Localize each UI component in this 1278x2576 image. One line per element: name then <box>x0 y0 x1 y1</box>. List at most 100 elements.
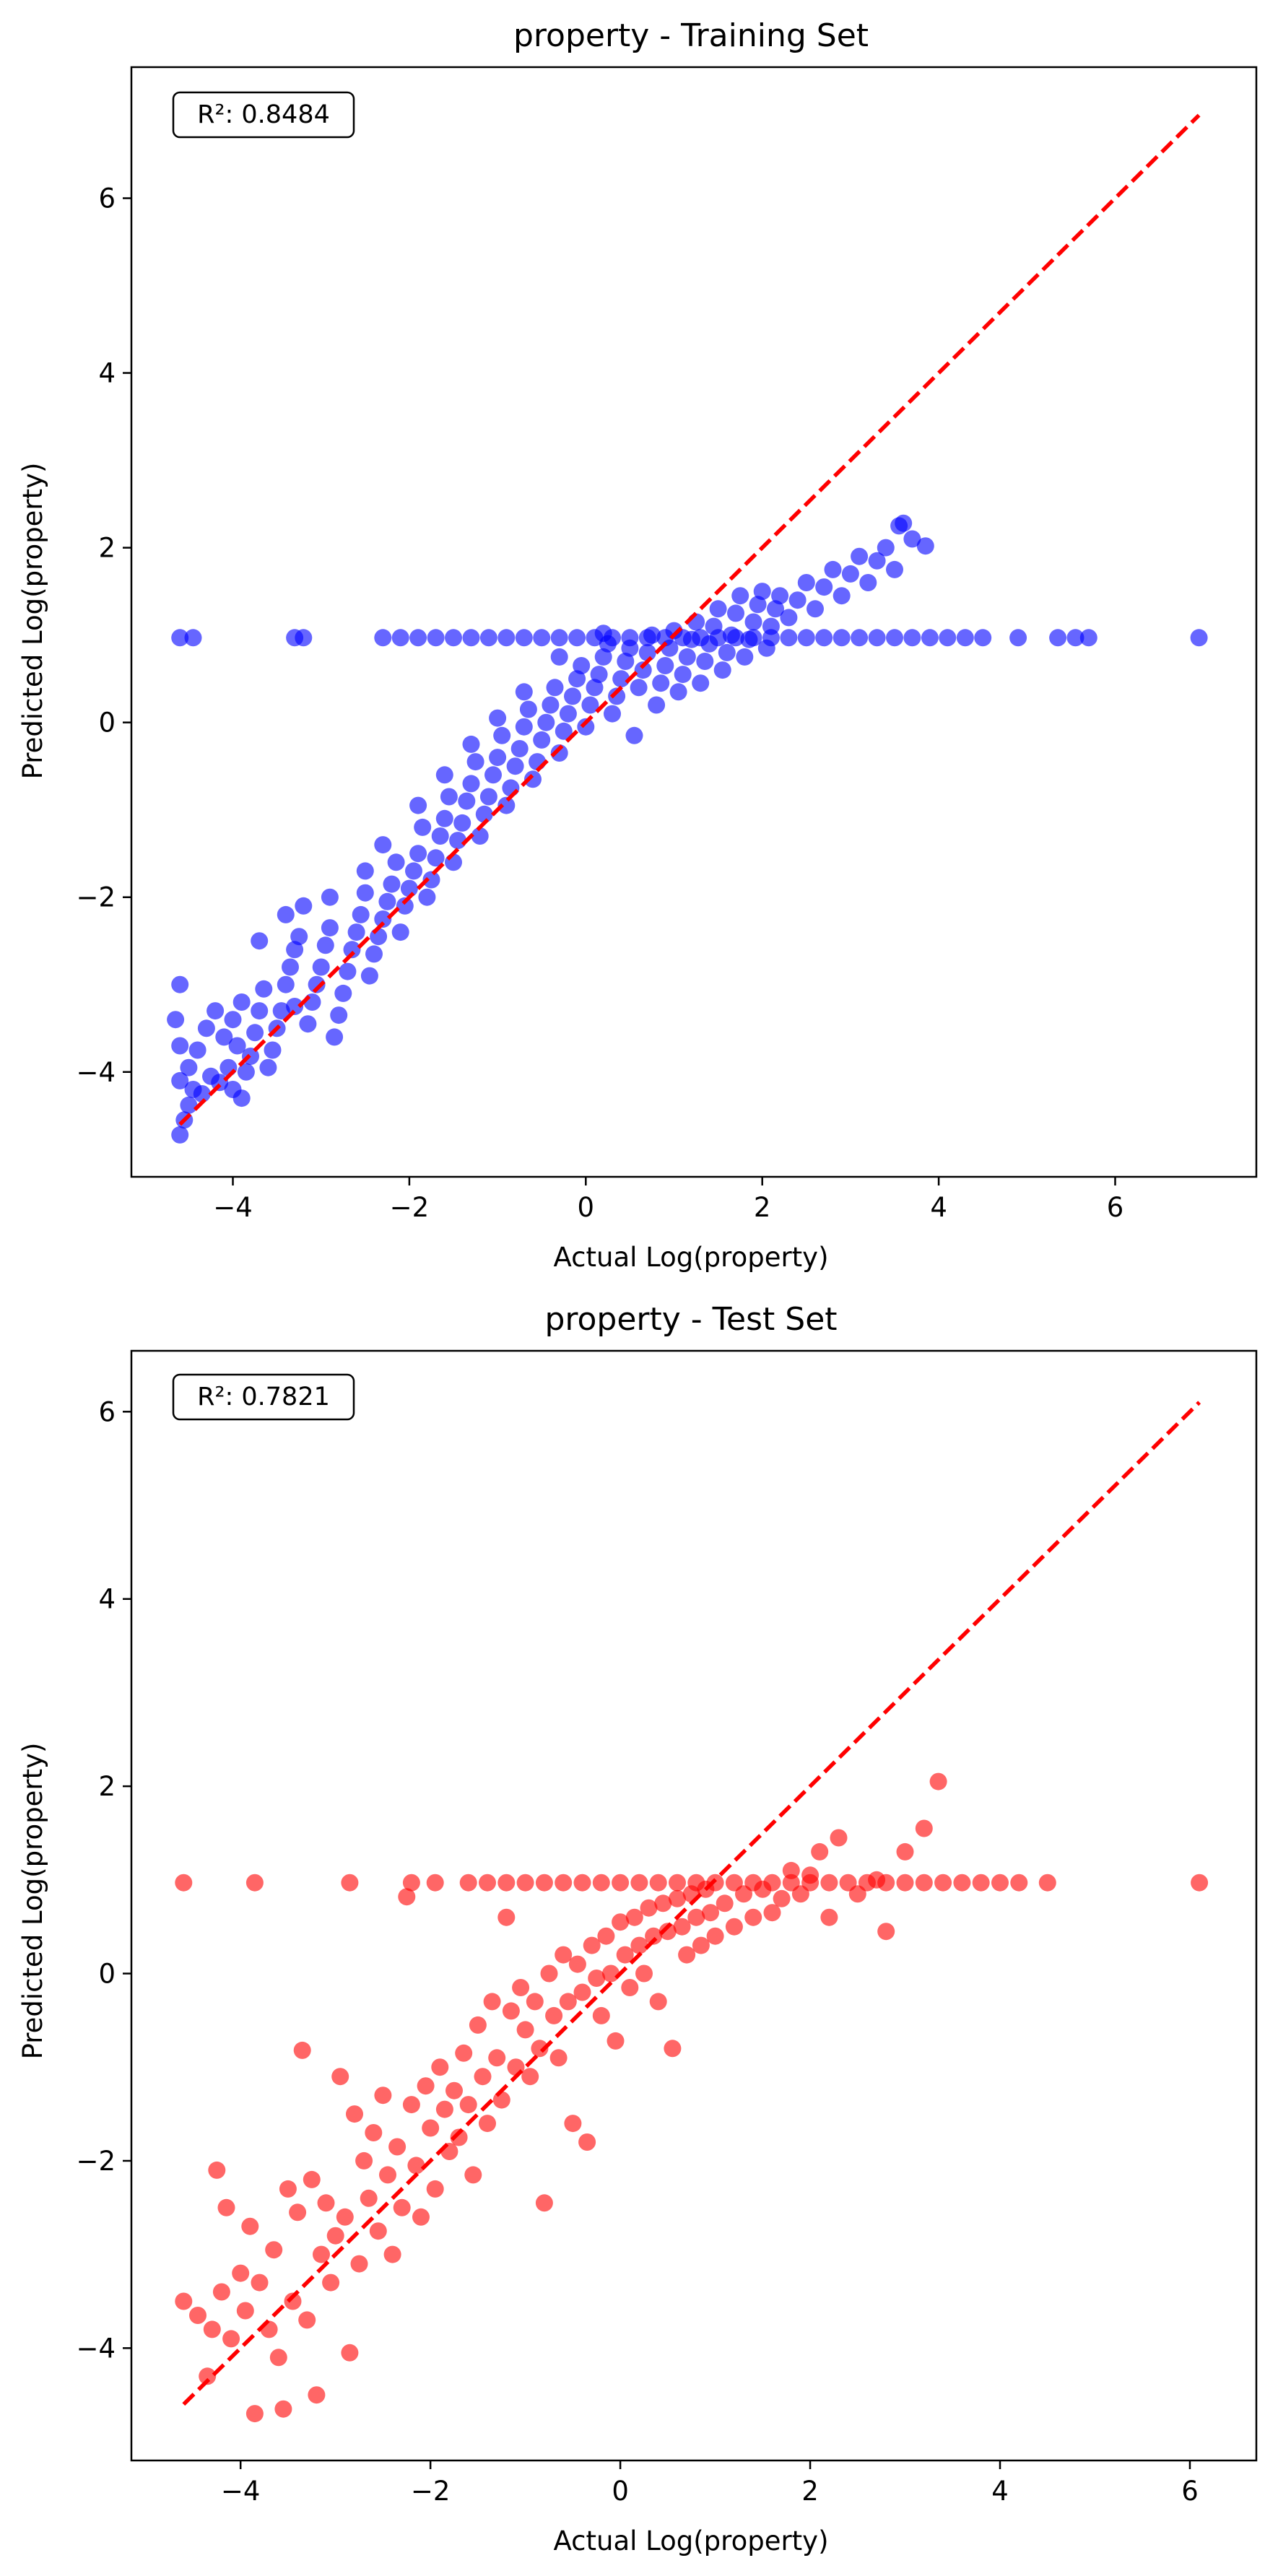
data-point <box>533 629 551 647</box>
data-point <box>771 587 789 605</box>
data-point <box>387 853 405 871</box>
data-point <box>458 792 476 810</box>
data-point <box>203 2320 221 2338</box>
data-point <box>409 845 427 863</box>
data-point <box>286 941 304 959</box>
data-point <box>782 1874 800 1892</box>
data-point <box>374 836 392 854</box>
data-point <box>692 629 710 647</box>
data-point <box>630 679 648 697</box>
data-point <box>972 1874 990 1892</box>
data-point <box>568 670 586 688</box>
data-point <box>886 629 903 647</box>
y-tick-label: 6 <box>98 183 116 214</box>
y-tick-label: −4 <box>76 2333 116 2364</box>
data-point <box>303 2170 321 2188</box>
data-point <box>581 696 599 714</box>
data-point <box>674 666 692 684</box>
data-point <box>824 560 842 578</box>
data-point <box>929 1772 947 1790</box>
data-point <box>773 1889 791 1907</box>
data-point <box>350 2255 368 2273</box>
data-point <box>696 653 714 670</box>
data-point <box>360 967 378 985</box>
data-point <box>374 910 392 928</box>
data-point <box>512 1979 530 1996</box>
x-axis-ticks: −4 −2 0 2 4 6 <box>221 2460 1199 2507</box>
data-point <box>654 1894 672 1913</box>
data-point <box>797 574 815 591</box>
x-tick-label: −2 <box>411 2476 451 2507</box>
annotation-text: R²: 0.7821 <box>197 1383 330 1411</box>
data-point <box>649 1993 667 2011</box>
data-point <box>886 560 903 578</box>
data-point <box>767 600 784 618</box>
data-point <box>953 1874 971 1892</box>
data-point <box>921 629 939 647</box>
data-point <box>171 1037 189 1055</box>
data-point <box>228 1037 246 1055</box>
data-point <box>531 2040 549 2058</box>
data-point <box>621 1979 639 1996</box>
data-point <box>422 2119 440 2137</box>
data-point <box>321 919 339 937</box>
y-tick-label: 0 <box>98 708 116 739</box>
data-point <box>224 1011 242 1029</box>
data-point <box>282 958 299 976</box>
data-point <box>578 2133 596 2151</box>
data-point <box>339 962 357 980</box>
data-point <box>378 892 396 910</box>
data-point <box>298 2311 316 2329</box>
data-point <box>383 2245 401 2263</box>
data-point <box>277 975 295 993</box>
data-point <box>788 591 807 609</box>
data-point <box>418 888 436 906</box>
reference-line <box>182 1401 1201 2406</box>
data-point <box>365 945 383 963</box>
data-point <box>549 2049 568 2067</box>
data-point <box>731 587 749 605</box>
data-point <box>811 1842 829 1861</box>
data-point <box>656 629 674 647</box>
x-tick-label: 6 <box>1181 2476 1199 2507</box>
data-point <box>352 905 370 923</box>
data-point <box>471 827 489 845</box>
data-point <box>193 1085 211 1102</box>
y-axis-label: Predicted Log(property) <box>17 463 48 780</box>
data-point <box>555 1874 573 1892</box>
data-point <box>744 629 762 647</box>
data-point <box>604 705 621 723</box>
data-point <box>188 1041 207 1059</box>
data-point <box>640 1899 658 1917</box>
data-point <box>264 1041 282 1059</box>
data-point <box>568 1955 586 1973</box>
data-point <box>405 862 422 880</box>
data-point <box>903 629 921 647</box>
data-point <box>265 2241 283 2259</box>
data-point <box>564 2115 582 2133</box>
data-point <box>687 1908 705 1926</box>
y-tick-label: 4 <box>98 1584 116 1615</box>
data-point <box>559 1993 577 2011</box>
data-point <box>293 2041 311 2059</box>
data-point <box>295 629 313 647</box>
data-point <box>903 530 921 548</box>
data-point <box>727 604 744 622</box>
data-point <box>330 1006 348 1024</box>
data-point <box>251 932 269 950</box>
data-point <box>497 796 516 814</box>
data-point <box>322 2273 340 2292</box>
data-point <box>588 1970 606 1987</box>
data-point <box>638 643 656 661</box>
data-point <box>594 648 612 666</box>
data-point <box>645 1927 663 1945</box>
data-point <box>550 629 568 647</box>
data-point <box>462 735 480 753</box>
data-point <box>232 993 251 1011</box>
data-point <box>858 1874 876 1892</box>
data-point <box>868 629 886 647</box>
y-axis-label: Predicted Log(property) <box>17 1743 48 2060</box>
data-point <box>409 629 427 647</box>
data-point <box>355 2151 373 2170</box>
data-point <box>1049 629 1067 647</box>
